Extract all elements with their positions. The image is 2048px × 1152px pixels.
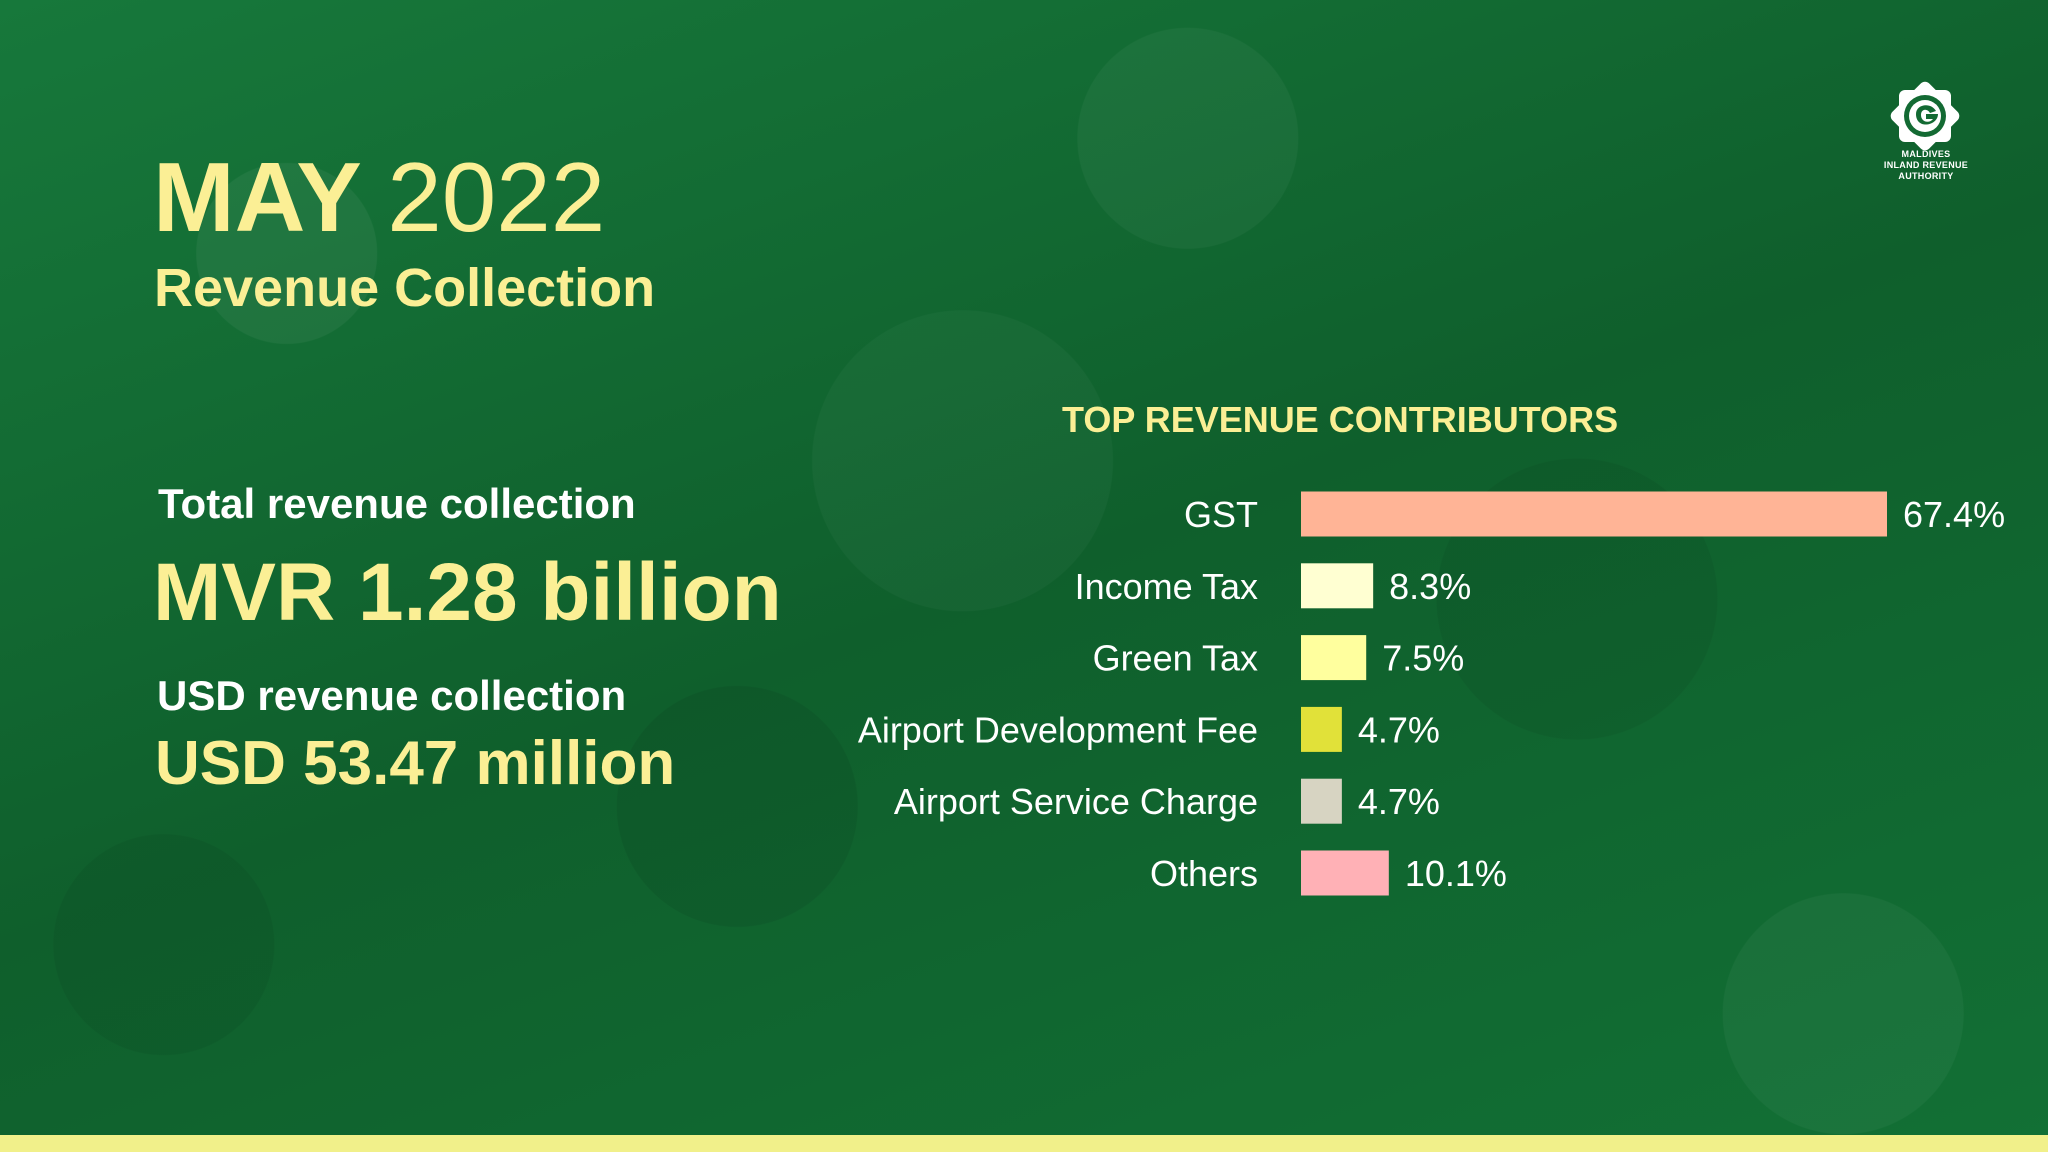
value-label: 7.5%	[1382, 638, 1464, 679]
page-title: MAY 2022	[153, 142, 605, 252]
usd-revenue-value: USD 53.47 million	[155, 729, 676, 798]
bar	[1301, 635, 1367, 681]
usd-revenue-label: USD revenue collection	[157, 672, 627, 719]
logo-line-1: MALDIVES	[1901, 149, 1951, 159]
title-month: MAY	[153, 142, 361, 252]
logo-text: MALDIVES INLAND REVENUE AUTHORITY	[1864, 149, 1988, 182]
logo-line-3: AUTHORITY	[1898, 171, 1954, 181]
value-label: 8.3%	[1389, 566, 1471, 607]
value-label: 4.7%	[1358, 709, 1440, 750]
mira-logo-icon	[1890, 81, 1960, 151]
category-label: Green Tax	[1093, 638, 1258, 679]
bar	[1301, 491, 1887, 537]
chart-title: TOP REVENUE CONTRIBUTORS	[1062, 399, 1619, 440]
category-label: Income Tax	[1075, 566, 1258, 607]
title-year: 2022	[387, 142, 606, 252]
category-label: Airport Service Charge	[894, 781, 1258, 822]
bar	[1301, 850, 1389, 896]
bar	[1301, 778, 1342, 824]
category-label: GST	[1184, 494, 1258, 535]
bottom-strip	[0, 1135, 2048, 1152]
total-revenue-label: Total revenue collection	[158, 480, 636, 527]
value-label: 10.1%	[1405, 853, 1507, 894]
value-label: 4.7%	[1358, 781, 1440, 822]
total-revenue-value: MVR 1.28 billion	[153, 547, 782, 638]
category-label: Airport Development Fee	[858, 709, 1258, 750]
bar	[1301, 706, 1342, 752]
bar	[1301, 563, 1374, 609]
category-label: Others	[1150, 853, 1258, 894]
value-label: 67.4%	[1903, 494, 2005, 535]
page-subtitle: Revenue Collection	[154, 258, 656, 318]
logo-line-2: INLAND REVENUE	[1883, 160, 1969, 170]
